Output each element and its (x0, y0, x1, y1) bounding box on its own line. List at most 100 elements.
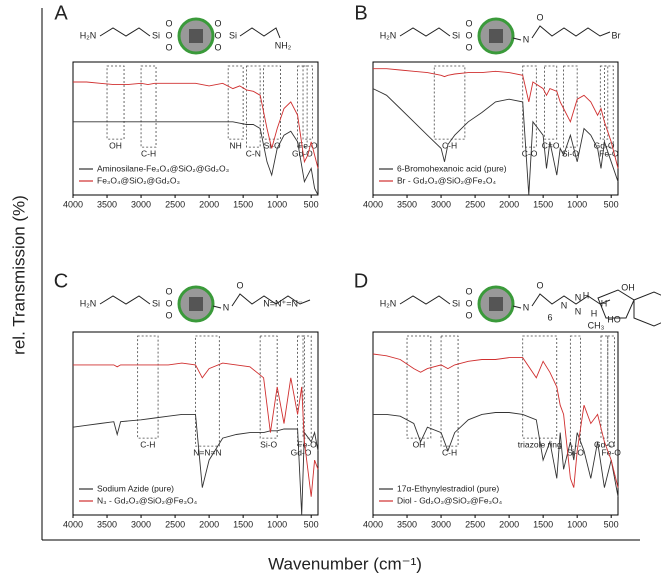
x-tick-label: 2500 (165, 199, 185, 209)
x-tick-label: 500 (604, 199, 619, 209)
annotation-label: OH (413, 439, 426, 449)
x-tick-label: 3000 (431, 519, 451, 529)
structure-label: H₂N (80, 298, 97, 308)
annotation-label: Si-O (567, 447, 584, 457)
chain (231, 293, 311, 307)
annotation-box (297, 335, 305, 447)
chain (531, 25, 611, 39)
legend-label: 17α-Ethynylestradiol (pure) (397, 483, 499, 493)
annotation-box (544, 65, 558, 140)
x-tick-label: 2000 (499, 199, 519, 209)
x-tick-label: 1500 (233, 519, 253, 529)
annotation-label: C-H (442, 447, 457, 457)
x-tick-label: 1500 (233, 199, 253, 209)
panel-letter: A (54, 2, 68, 24)
structure-label: O (165, 42, 172, 52)
plot-frame (372, 331, 619, 516)
annotation-box (246, 65, 261, 148)
legend-label: N₃ - Gd₂O₃@SiO₂@Fe₃O₄ (97, 495, 198, 505)
structure-label: O (465, 18, 472, 28)
annotation-box (607, 335, 615, 447)
panel-letter: C (54, 270, 68, 292)
annotation-label: Fe-O (297, 439, 317, 449)
spectrum (372, 88, 619, 196)
annotation-label: Si-O (562, 148, 579, 158)
legend-label: Diol - Gd₂O₃@SiO₂@Fe₃O₄ (397, 495, 503, 505)
annotation-box (600, 335, 609, 439)
spectrum (73, 121, 319, 196)
annotation-box (302, 335, 312, 439)
ring (597, 289, 635, 319)
structure-label: O (214, 30, 221, 40)
annotation-box (297, 65, 308, 148)
x-tick-label: 2500 (465, 519, 485, 529)
annotation-label: Gd-O (594, 439, 615, 449)
x-tick-label: 1000 (267, 199, 287, 209)
x-tick-label: 3500 (397, 519, 417, 529)
annotation-box (227, 65, 244, 140)
x-tick-label: 2500 (465, 199, 485, 209)
structure-label: N (575, 306, 582, 316)
core (189, 297, 203, 311)
spectrum (372, 353, 619, 488)
core (189, 29, 203, 43)
structure-label: Si (152, 30, 160, 40)
structure-label: O (165, 310, 172, 320)
ring (633, 291, 661, 327)
structure-label: O (236, 280, 243, 290)
annotation-box (259, 335, 278, 439)
x-tick-label: 4000 (363, 519, 383, 529)
chain (399, 295, 451, 305)
structure-label: O (465, 42, 472, 52)
structure-label: 6 (547, 312, 552, 322)
x-tick-label: 500 (304, 199, 319, 209)
structure-label: N (575, 292, 582, 302)
structure-label: N (561, 300, 568, 310)
structure-label: H₂N (380, 30, 397, 40)
annotation-label: Fe-O (602, 447, 622, 457)
structure-label: H₂N (80, 30, 97, 40)
x-tick-label: 1500 (533, 199, 553, 209)
annotation-label: NH (230, 140, 242, 150)
structure-label: H (591, 308, 598, 318)
structure-label: O (165, 298, 172, 308)
chain (239, 27, 281, 39)
x-tick-label: 2000 (199, 199, 219, 209)
annotation-box (106, 65, 125, 140)
structure-label: Si (452, 298, 460, 308)
legend-label: Br - Gd₂O₃@SiO₂@Fe₃O₄ (397, 175, 496, 185)
legend-label: 6-Bromohexanoic acid (pure) (397, 163, 507, 173)
legend-label: Sodium Azide (pure) (97, 483, 174, 493)
annotation-label: C-N (246, 148, 261, 158)
x-tick-label: 3500 (397, 199, 417, 209)
annotation-box (599, 65, 609, 140)
structure-label: O (536, 12, 543, 22)
annotation-label: N=N=N (193, 447, 221, 457)
x-tick-label: 1000 (567, 199, 587, 209)
annotation-box (569, 335, 581, 447)
x-tick-label: 3500 (97, 519, 117, 529)
annotation-label: Gd-O (292, 148, 313, 158)
core (489, 29, 503, 43)
bond (512, 37, 522, 41)
structure-label: O (465, 298, 472, 308)
annotation-box (440, 335, 459, 447)
structure-label: O (465, 310, 472, 320)
spectrum (72, 413, 319, 516)
annotation-label: Si-O (260, 439, 277, 449)
bond (212, 305, 222, 309)
annotation-box (137, 335, 159, 439)
structure-label: Br (612, 30, 621, 40)
structure-label: N=N⁺=N⁻ (263, 298, 303, 308)
x-tick-label: 3500 (97, 199, 117, 209)
x-tick-label: 1000 (267, 519, 287, 529)
annotation-box (603, 65, 614, 148)
annotation-label: Fe-O (599, 148, 619, 158)
structure-label: Si (152, 298, 160, 308)
x-tick-label: 1000 (567, 519, 587, 529)
structure-label: N (523, 302, 530, 312)
structure-label: N (523, 34, 530, 44)
x-tick-label: 3000 (131, 519, 151, 529)
structure-label: NH₂ (275, 40, 292, 50)
